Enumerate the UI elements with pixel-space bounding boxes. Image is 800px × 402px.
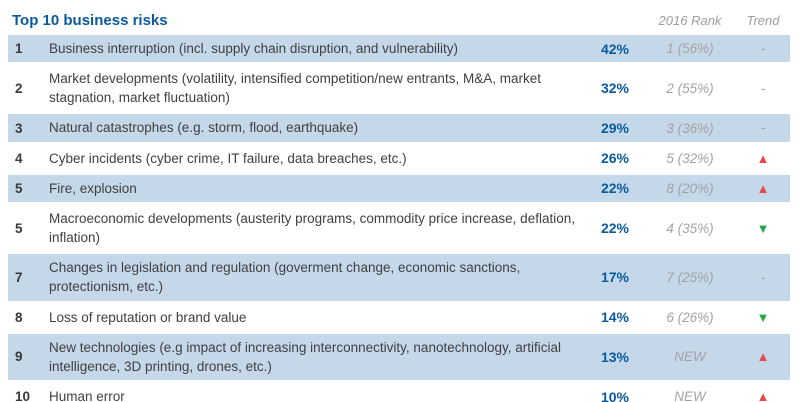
table-header: Top 10 business risks 2016 Rank Trend — [8, 12, 790, 29]
percent-cell: 26% — [600, 150, 630, 167]
table-row: 4 Cyber incidents (cyber crime, IT failu… — [8, 145, 790, 172]
risk-cell: Loss of reputation or brand value — [49, 309, 247, 325]
trend-flat-dash: - — [760, 80, 766, 96]
table-row: 2 Market developments (volatility, inten… — [8, 65, 790, 111]
table-row: 3 Natural catastrophes (e.g. storm, floo… — [8, 114, 790, 142]
trend-down-icon: ▼ — [756, 220, 770, 236]
rank-cell: 4 — [15, 150, 23, 166]
percent-cell: 42% — [600, 40, 630, 57]
risk-cell: New technologies (e.g impact of increasi… — [49, 339, 562, 374]
percent-cell: 14% — [600, 309, 630, 326]
percent-cell: 13% — [600, 348, 630, 365]
rank-2016-cell: 5 (32%) — [666, 150, 714, 166]
rank-cell: 5 — [15, 220, 23, 236]
table-row: 7 Changes in legislation and regulation … — [8, 254, 790, 301]
table-row: 5 Fire, explosion 22% 8 (20%) ▲ — [8, 174, 790, 202]
trend-up-icon: ▲ — [756, 180, 770, 196]
table-row: 9 New technologies (e.g impact of increa… — [8, 333, 790, 381]
risk-cell: Cyber incidents (cyber crime, IT failure… — [49, 150, 407, 166]
rank-cell: 9 — [15, 349, 23, 365]
risk-cell: Business interruption (incl. supply chai… — [49, 41, 458, 56]
rank-cell: 10 — [15, 389, 31, 402]
risk-cell: Human error — [49, 389, 125, 402]
risk-cell: Fire, explosion — [49, 180, 137, 196]
rank-2016-cell: 8 (20%) — [666, 180, 714, 196]
table-body: 1 Business interruption (incl. supply ch… — [8, 35, 790, 402]
table-row: 8 Loss of reputation or brand value 14% … — [8, 304, 790, 331]
page-title: Top 10 business risks — [12, 12, 168, 29]
rank-2016-cell: 7 (25%) — [666, 269, 714, 285]
rank-2016-cell: 2 (55%) — [666, 80, 714, 96]
rank-2016-cell: 1 (56%) — [666, 41, 714, 57]
rank-cell: 1 — [15, 41, 23, 57]
trend-up-icon: ▲ — [756, 349, 770, 365]
rank-2016-cell: 4 (35%) — [666, 220, 714, 236]
trend-up-icon: ▲ — [756, 389, 770, 402]
table-row: 1 Business interruption (incl. supply ch… — [8, 35, 790, 63]
rank-2016-cell: NEW — [674, 349, 706, 365]
column-header-2016-rank: 2016 Rank — [658, 13, 722, 28]
trend-flat-dash: - — [760, 269, 766, 285]
risk-cell: Changes in legislation and regulation (g… — [49, 260, 521, 295]
percent-cell: 29% — [600, 120, 630, 137]
trend-up-icon: ▲ — [756, 150, 770, 166]
rank-cell: 8 — [15, 309, 23, 325]
trend-down-icon: ▼ — [756, 309, 770, 325]
trend-flat-dash: - — [760, 40, 766, 56]
rank-cell: 5 — [15, 180, 23, 196]
trend-flat-dash: - — [760, 120, 766, 136]
column-header-trend: Trend — [746, 13, 780, 28]
table-row: 5 Macroeconomic developments (austerity … — [8, 205, 790, 251]
rank-cell: 3 — [15, 120, 23, 136]
risk-cell: Market developments (volatility, intensi… — [49, 71, 541, 106]
rank-cell: 2 — [15, 80, 23, 96]
table-row: 10 Human error 10% NEW ▲ — [8, 383, 790, 402]
rank-cell: 7 — [15, 269, 23, 285]
percent-cell: 32% — [600, 80, 630, 97]
rank-2016-cell: 6 (26%) — [666, 309, 714, 325]
percent-cell: 17% — [600, 269, 630, 286]
risk-cell: Macroeconomic developments (austerity pr… — [49, 210, 575, 246]
percent-cell: 22% — [600, 180, 630, 197]
risk-cell: Natural catastrophes (e.g. storm, flood,… — [49, 120, 359, 136]
rank-2016-cell: NEW — [674, 389, 706, 402]
percent-cell: 10% — [600, 388, 630, 402]
rank-2016-cell: 3 (36%) — [666, 120, 714, 136]
percent-cell: 22% — [600, 220, 630, 237]
